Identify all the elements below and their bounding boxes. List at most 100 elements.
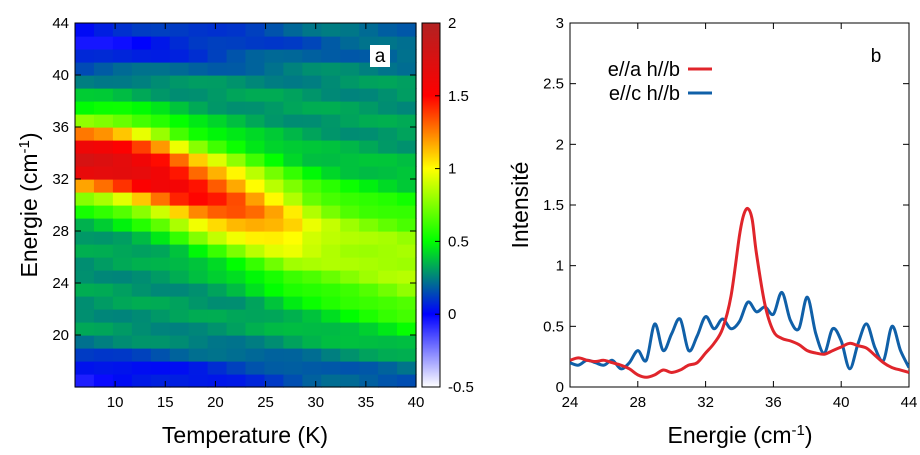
heatmap-cell <box>207 49 228 63</box>
heatmap-cell <box>245 140 266 154</box>
heatmap-cell <box>397 244 417 258</box>
heatmap-cell <box>169 192 190 206</box>
heatmap-cell <box>169 361 190 375</box>
heatmap-cell <box>188 374 209 388</box>
heatmap-cell <box>397 127 417 141</box>
heatmap-cell <box>150 361 171 375</box>
heatmap-cell <box>112 283 133 297</box>
heatmap-cell <box>150 49 171 63</box>
heatmap-cell <box>321 218 341 232</box>
heatmap-cell <box>378 296 398 310</box>
heatmap-cell <box>245 62 266 76</box>
heatmap-cell <box>302 23 322 37</box>
heatmap-cell <box>207 88 228 102</box>
colorbar: -0.5 0 0.5 1 1.5 2 <box>421 15 474 396</box>
heatmap-cell <box>397 348 417 362</box>
heatmap-cell <box>283 179 303 193</box>
heatmap-cell <box>397 140 417 154</box>
heatmap-cell <box>75 348 95 362</box>
heatmap-cell <box>321 257 341 271</box>
heatmap-cell <box>302 49 322 63</box>
heatmap-cell <box>359 179 379 193</box>
heatmap-y-tick-label: 36 <box>52 119 69 136</box>
heatmap-cell <box>93 49 114 63</box>
heatmap-cell <box>112 166 133 180</box>
heatmap-cell <box>207 244 228 258</box>
heatmap-cell <box>359 23 379 37</box>
heatmap-y-axis-label: Energie (cm-1) <box>16 133 43 278</box>
heatmap-cell <box>75 36 95 50</box>
heatmap-cell <box>93 36 114 50</box>
heatmap-cell <box>359 244 379 258</box>
heatmap-cell <box>340 309 360 323</box>
heatmap-cell <box>302 101 322 115</box>
heatmap-cell <box>340 296 360 310</box>
heatmap-cell <box>226 36 247 50</box>
heatmap-cell <box>378 309 398 323</box>
heatmap-cell <box>264 114 284 128</box>
spectrum-x-tick-label: 36 <box>765 394 782 411</box>
heatmap-cell <box>378 270 398 284</box>
heatmap-cell <box>226 361 247 375</box>
heatmap-cell <box>283 231 303 245</box>
heatmap-cell <box>264 283 284 297</box>
heatmap-cell <box>75 153 95 167</box>
heatmap-cell <box>188 114 209 128</box>
heatmap-cell <box>169 88 190 102</box>
heatmap-cell <box>340 192 360 206</box>
heatmap-cell <box>397 270 417 284</box>
heatmap-cell <box>112 361 133 375</box>
heatmap-cell <box>245 335 266 349</box>
heatmap-cell <box>302 361 322 375</box>
heatmap-cell <box>397 179 417 193</box>
heatmap-cell <box>340 75 360 89</box>
heatmap-cell <box>245 374 266 388</box>
heatmap-cell <box>283 283 303 297</box>
heatmap-cell <box>188 179 209 193</box>
heatmap-cell <box>264 257 284 271</box>
heatmap-cell <box>321 140 341 154</box>
heatmap-cell <box>150 140 171 154</box>
heatmap-cell <box>112 114 133 128</box>
heatmap-cell <box>283 257 303 271</box>
heatmap-cell <box>340 179 360 193</box>
heatmap-cell <box>188 140 209 154</box>
heatmap-cell <box>226 296 247 310</box>
heatmap-cell <box>397 309 417 323</box>
heatmap-cell <box>283 127 303 141</box>
heatmap-cell <box>188 231 209 245</box>
panel-a-label: a <box>375 46 386 67</box>
heatmap-cell <box>188 257 209 271</box>
heatmap-cell <box>359 322 379 336</box>
heatmap-cell <box>150 283 171 297</box>
heatmap-cell <box>75 205 95 219</box>
heatmap-cell <box>169 75 190 89</box>
heatmap-cell <box>112 244 133 258</box>
colorbar-ticks: -0.5 0 0.5 1 1.5 2 <box>435 15 474 396</box>
heatmap-cell <box>264 62 284 76</box>
spectrum-x-tick-label: 24 <box>562 394 579 411</box>
heatmap-cell <box>131 283 152 297</box>
heatmap-cell <box>131 192 152 206</box>
heatmap-cell <box>188 270 209 284</box>
heatmap-cell <box>226 62 247 76</box>
heatmap-cell <box>340 374 360 388</box>
heatmap-cell <box>397 283 417 297</box>
heatmap-cell <box>302 335 322 349</box>
heatmap-cell <box>207 75 228 89</box>
heatmap-cell <box>169 283 190 297</box>
panel-a-label-bg <box>370 45 390 67</box>
heatmap-cell <box>226 153 247 167</box>
heatmap-cell <box>188 309 209 323</box>
heatmap-cell <box>93 335 114 349</box>
heatmap-cell <box>75 127 95 141</box>
heatmap-cell <box>131 361 152 375</box>
heatmap-cell <box>283 309 303 323</box>
heatmap-cell <box>397 192 417 206</box>
heatmap-cell <box>397 296 417 310</box>
heatmap-cell <box>150 244 171 258</box>
heatmap-cell <box>359 257 379 271</box>
heatmap-cell <box>321 23 341 37</box>
heatmap-cell <box>302 218 322 232</box>
heatmap-cell <box>207 296 228 310</box>
